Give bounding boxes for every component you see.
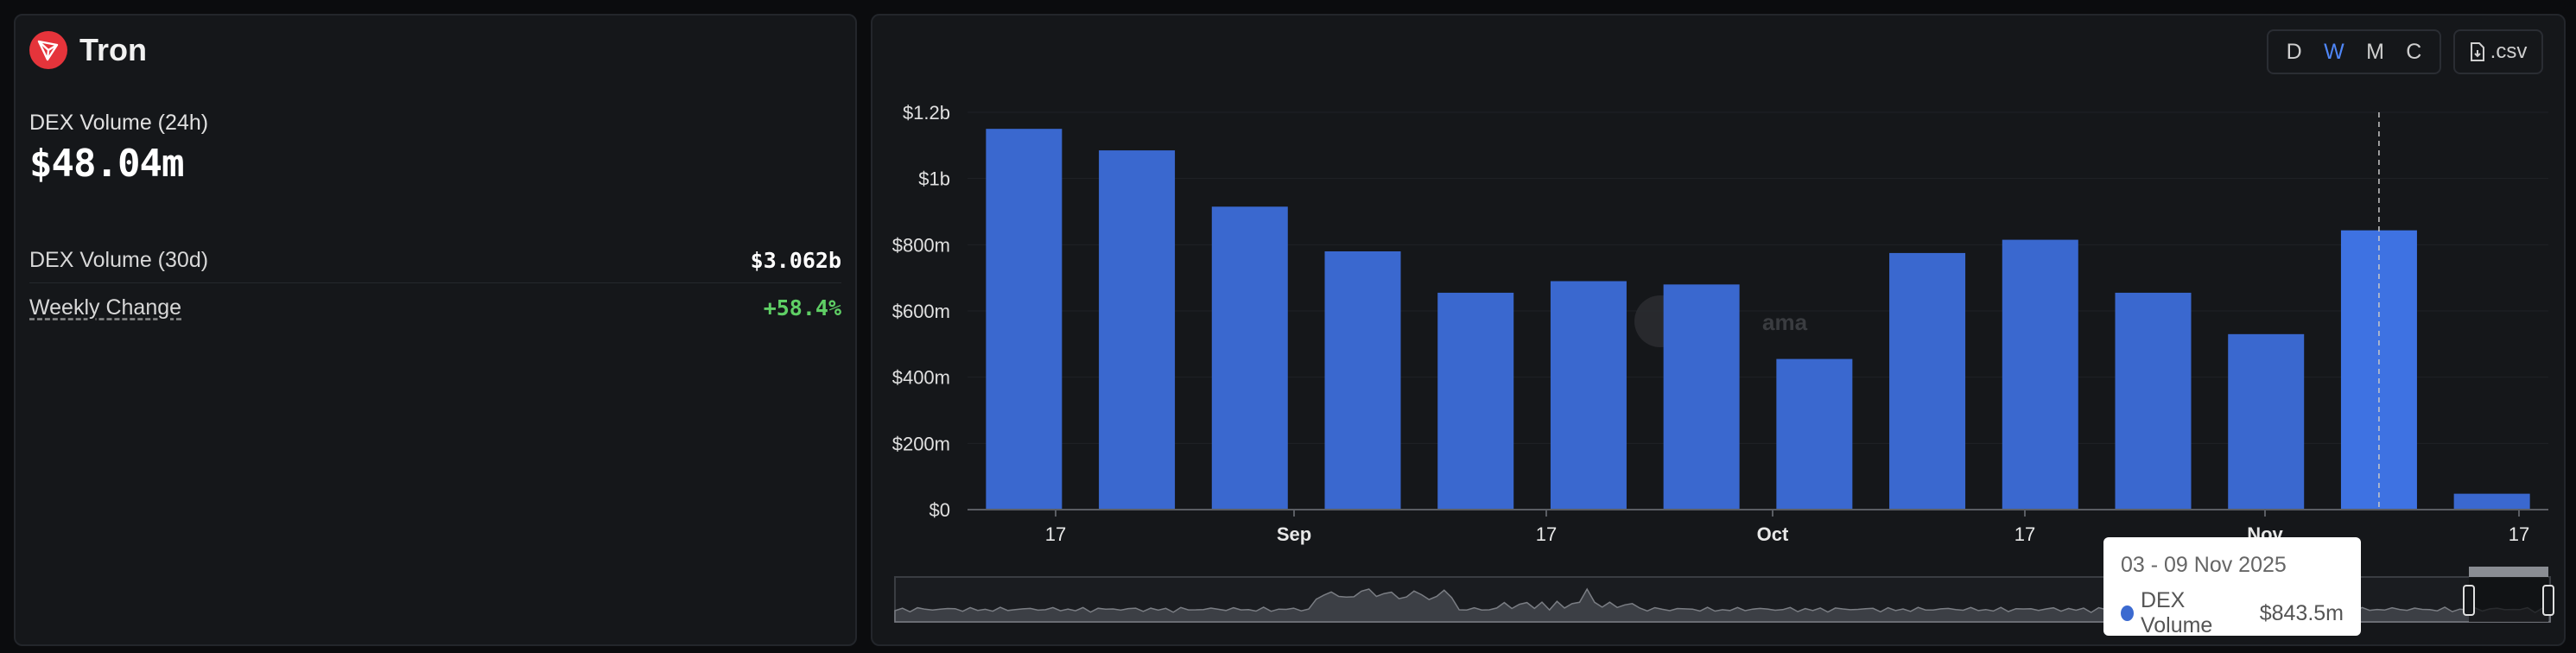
chain-header: Tron bbox=[29, 31, 147, 69]
tooltip-series-row: DEX Volume $843.5m bbox=[2121, 588, 2344, 638]
range-brush-selection[interactable] bbox=[2469, 577, 2548, 622]
period-selector: D W M C bbox=[2267, 29, 2441, 74]
chart-bar[interactable] bbox=[1776, 358, 1853, 510]
dex-volume-24h-label: DEX Volume (24h) bbox=[29, 111, 209, 135]
chart-bar[interactable] bbox=[2453, 493, 2530, 510]
y-tick-label: $600m bbox=[892, 301, 950, 322]
y-tick-label: $1b bbox=[918, 168, 950, 190]
chart-bar[interactable] bbox=[1889, 252, 1966, 510]
x-tick-label: Sep bbox=[1277, 523, 1311, 545]
range-brush-right-handle[interactable] bbox=[2542, 585, 2554, 616]
tron-logo-icon bbox=[29, 31, 67, 69]
y-tick-label: $200m bbox=[892, 433, 950, 454]
x-tick-label: 17 bbox=[1536, 523, 1557, 545]
chart-bar[interactable] bbox=[1211, 206, 1288, 510]
dex-volume-chart-panel: ama $0 $200m $400m $600m $800m $1b $1.2b 17 Sep 1… bbox=[871, 14, 2566, 646]
x-tick-label: 17 bbox=[1045, 523, 1066, 545]
y-tick-label: $1.2b bbox=[903, 102, 950, 124]
period-cumulative-button[interactable]: C bbox=[2406, 39, 2422, 64]
dex-volume-30d-label: DEX Volume (30d) bbox=[29, 248, 209, 272]
dex-volume-30d-row: DEX Volume (30d) $3.062b bbox=[29, 238, 841, 283]
chart-bar[interactable] bbox=[1099, 150, 1176, 510]
y-tick-label: $0 bbox=[930, 499, 950, 521]
chart-tooltip: 03 - 09 Nov 2025 DEX Volume $843.5m bbox=[2103, 537, 2361, 638]
dex-volume-30d-value: $3.062b bbox=[750, 248, 841, 273]
chart-bar[interactable] bbox=[986, 129, 1063, 510]
csv-label: .csv bbox=[2490, 40, 2528, 63]
tooltip-title: 03 - 09 Nov 2025 bbox=[2121, 553, 2287, 577]
chart-bar[interactable] bbox=[2228, 333, 2305, 510]
tooltip-value: $843.5m bbox=[2259, 600, 2344, 625]
weekly-change-label[interactable]: Weekly Change bbox=[29, 295, 182, 320]
chart-bar[interactable] bbox=[1550, 281, 1627, 510]
chart-bar[interactable] bbox=[1437, 292, 1514, 510]
chain-name: Tron bbox=[79, 32, 147, 67]
weekly-change-value: +58.4% bbox=[763, 295, 841, 320]
chart-bar[interactable] bbox=[2115, 292, 2192, 510]
chain-overview-panel: Tron DEX Volume (24h) $48.04m DEX Volume… bbox=[14, 14, 857, 646]
watermark-text: ama bbox=[1762, 309, 1808, 335]
tooltip-series-name: DEX Volume bbox=[2140, 588, 2213, 637]
chart-bar[interactable] bbox=[1324, 251, 1401, 510]
weekly-change-row: Weekly Change +58.4% bbox=[29, 285, 841, 330]
dex-volume-24h-value: $48.04m bbox=[29, 142, 184, 186]
dex-volume-chart: ama $0 $200m $400m $600m $800m $1b $1.2b 17 Sep 1… bbox=[892, 102, 2554, 623]
period-week-button[interactable]: W bbox=[2324, 39, 2344, 64]
x-tick-label: Oct bbox=[1757, 523, 1789, 545]
period-month-button[interactable]: M bbox=[2366, 39, 2384, 64]
y-tick-label: $800m bbox=[892, 234, 950, 256]
chart-bar[interactable] bbox=[1663, 284, 1740, 510]
chart-bar[interactable] bbox=[2002, 239, 2078, 510]
period-day-button[interactable]: D bbox=[2286, 39, 2302, 64]
x-tick-label: 17 bbox=[2014, 523, 2035, 545]
download-csv-button[interactable]: .csv bbox=[2453, 29, 2543, 74]
tooltip-series-dot bbox=[2121, 605, 2134, 621]
y-tick-label: $400m bbox=[892, 367, 950, 389]
range-brush-drag-bar[interactable] bbox=[2469, 567, 2548, 577]
file-download-icon bbox=[2470, 42, 2484, 61]
x-tick-label: 17 bbox=[2509, 523, 2529, 545]
range-brush-left-handle[interactable] bbox=[2463, 585, 2475, 616]
